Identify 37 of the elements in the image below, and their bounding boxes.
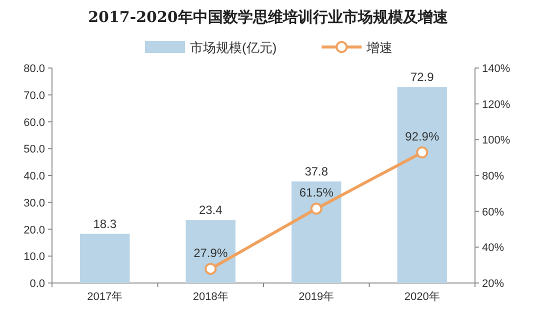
point (416, 146, 428, 158)
y-tick-label: 0.0 (30, 278, 45, 290)
data-label: 61.5% (299, 186, 334, 200)
y-tick-label: 30.0 (24, 197, 45, 210)
point (204, 262, 217, 275)
y-tick-label: 70.0 (24, 90, 45, 102)
x-tick-label: 2020年 (404, 291, 440, 303)
data-label: 18.3 (93, 216, 117, 231)
x-tick-label: 2017年 (87, 291, 123, 303)
bar (397, 87, 447, 283)
data-label: 37.8 (304, 164, 328, 178)
data-label: 92.9% (405, 129, 440, 144)
y2-tick-label: 80% (482, 170, 504, 182)
bar (186, 220, 236, 283)
bar (80, 234, 130, 283)
y2-tick-label: 140% (482, 63, 510, 75)
y2-tick-label: 120% (482, 98, 510, 111)
legend-label: 增速 (366, 40, 393, 55)
y2-tick-label: 20% (482, 278, 504, 290)
y2-tick-label: 100% (482, 134, 510, 147)
legend-label: 市场规模(亿元) (190, 40, 277, 55)
data-label: 23.4 (198, 203, 223, 218)
x-tick-label: 2018年 (192, 291, 228, 303)
y-tick-label: 20.0 (24, 224, 45, 236)
chart-title: 2017-2020年中国数学思维培训行业市场规模及增速 (88, 8, 449, 26)
y-tick-label: 60.0 (24, 116, 45, 129)
data-label: 27.9% (194, 246, 228, 260)
y-tick-label: 50.0 (24, 144, 45, 156)
y2-tick-label: 60% (482, 206, 504, 218)
y-tick-label: 40.0 (24, 170, 45, 182)
y-tick-label: 10.0 (24, 251, 45, 264)
y-tick-label: 80.0 (24, 63, 45, 75)
data-label: 72.9 (410, 70, 434, 84)
bar (292, 181, 342, 283)
x-tick-label: 2019年 (298, 291, 334, 303)
y2-tick-label: 40% (482, 242, 504, 254)
point (310, 202, 322, 215)
